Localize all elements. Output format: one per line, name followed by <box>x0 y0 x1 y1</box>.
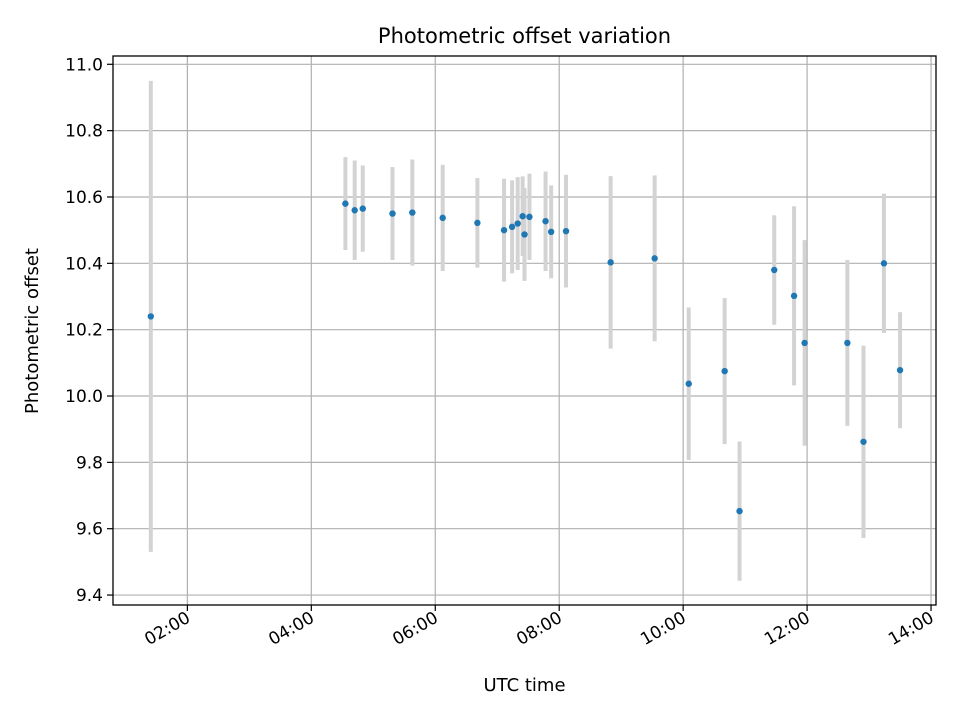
x-axis-label: UTC time <box>483 675 565 696</box>
data-point <box>474 219 481 227</box>
y-tick-label: 10.4 <box>65 254 103 274</box>
error-bars <box>148 80 903 581</box>
data-point <box>526 213 533 221</box>
data-point <box>651 255 658 262</box>
data-point <box>547 228 555 236</box>
data-point <box>519 213 526 220</box>
data-point <box>721 367 728 375</box>
data-point <box>790 292 798 300</box>
data-point <box>500 226 508 234</box>
x-tick-label: 10:00 <box>637 608 689 650</box>
y-axis-ticks: 9.4 9.6 9.8 10.0 10.2 10.4 10.6 10.8 11.0 <box>65 55 113 606</box>
data-point <box>736 507 743 515</box>
y-tick-label: 10.8 <box>65 122 103 142</box>
x-tick-label: 02:00 <box>141 608 193 650</box>
data-point <box>342 200 349 207</box>
data-point <box>409 209 416 216</box>
data-point <box>508 223 516 231</box>
data-point <box>607 259 614 266</box>
y-tick-label: 9.6 <box>76 520 103 540</box>
data-point <box>439 214 446 222</box>
x-tick-label: 12:00 <box>761 608 813 650</box>
x-tick-label: 14:00 <box>885 608 937 650</box>
data-point <box>147 313 155 320</box>
data-point <box>896 366 904 374</box>
y-tick-label: 10.0 <box>65 387 103 407</box>
y-tick-label: 11.0 <box>65 55 103 75</box>
data-point <box>389 210 396 217</box>
x-tick-label: 06:00 <box>389 608 441 650</box>
x-axis-ticks: 02:00 04:00 06:00 08:00 10:00 12:00 14:00 <box>141 605 938 650</box>
data-point <box>801 339 808 347</box>
data-points <box>147 200 904 515</box>
x-tick-label: 08:00 <box>513 608 565 650</box>
data-point <box>542 217 549 225</box>
data-point <box>521 231 528 238</box>
y-axis-label: Photometric offset <box>22 248 43 414</box>
grid <box>113 56 936 605</box>
data-point <box>514 220 521 227</box>
data-point <box>685 380 692 387</box>
data-point <box>860 438 867 445</box>
data-point <box>844 339 851 347</box>
data-point <box>880 260 888 267</box>
data-point <box>562 227 570 235</box>
chart-title: Photometric offset variation <box>378 24 671 48</box>
y-tick-label: 9.4 <box>76 586 103 606</box>
x-tick-label: 04:00 <box>265 608 317 650</box>
y-tick-label: 10.2 <box>65 321 103 341</box>
y-tick-label: 10.6 <box>65 188 103 208</box>
y-tick-label: 9.8 <box>76 453 103 473</box>
data-point <box>351 207 358 214</box>
plot-frame <box>112 55 937 606</box>
data-point <box>359 205 366 212</box>
data-point <box>771 266 778 274</box>
